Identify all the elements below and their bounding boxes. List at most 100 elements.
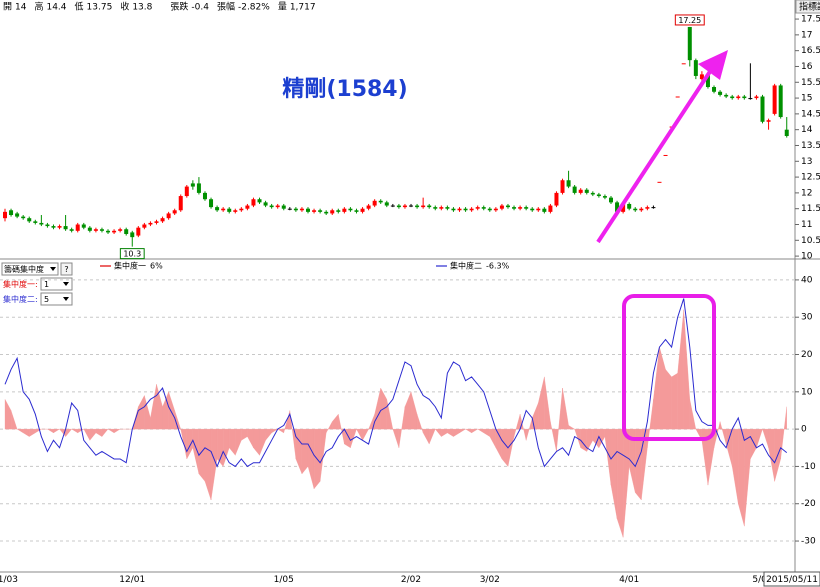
- candle-body: [227, 208, 232, 212]
- candle-body: [51, 226, 56, 228]
- area-segment: [422, 428, 430, 445]
- area-segment: [677, 309, 684, 430]
- area-segment: [10, 410, 18, 430]
- highlight-box: [622, 294, 716, 441]
- candle-body: [548, 205, 553, 212]
- area-segment: [471, 428, 479, 434]
- param-label: 集中度二:: [3, 294, 38, 304]
- indicator-select-label[interactable]: 籌碼集中度: [4, 264, 44, 274]
- help-label[interactable]: ?: [64, 265, 68, 274]
- param-value[interactable]: 5: [44, 295, 49, 304]
- param-value[interactable]: 1: [44, 280, 49, 289]
- candle-body: [178, 196, 183, 211]
- y-tick-label: 30: [801, 313, 813, 323]
- area-segment: [616, 428, 624, 538]
- candle-body: [257, 199, 262, 203]
- area-segment: [107, 428, 115, 434]
- candle-body: [730, 96, 735, 99]
- area-segment: [338, 414, 345, 445]
- date-box: [763, 571, 820, 587]
- area-segment: [301, 428, 309, 475]
- param-label: 集中度一:: [3, 279, 38, 289]
- area-segment: [392, 428, 400, 448]
- plot-layer: 1010.51111.51212.51313.51414.51515.51616…: [0, 14, 820, 585]
- param-select[interactable]: [40, 277, 73, 291]
- area-segment: [459, 428, 467, 434]
- area-segment: [501, 428, 509, 467]
- area-segment: [434, 428, 442, 438]
- candle-body: [366, 205, 371, 209]
- help-button[interactable]: [60, 262, 73, 276]
- candle-body: [336, 210, 341, 212]
- candle-body: [402, 205, 407, 208]
- area-segment: [83, 428, 90, 441]
- candle-body: [112, 230, 117, 233]
- area-segment: [186, 428, 194, 460]
- candle-body: [287, 208, 292, 210]
- candle-body: [518, 207, 523, 209]
- y-tick-label: 12: [801, 188, 812, 198]
- area-segment: [453, 428, 460, 437]
- header-label: 量: [278, 2, 287, 13]
- candle-body: [445, 207, 450, 209]
- candle-body: [675, 96, 680, 98]
- area-segment: [738, 428, 745, 527]
- indicator-button[interactable]: [795, 0, 820, 14]
- candle-body: [209, 199, 214, 208]
- area-segment: [95, 428, 103, 437]
- candle-body: [409, 205, 414, 207]
- area-segment: [362, 428, 369, 441]
- annotation-box: [119, 248, 145, 260]
- y-tick-label: 14.5: [801, 109, 820, 119]
- candle-body: [275, 205, 280, 208]
- header-value: 1,717: [290, 3, 316, 13]
- candle-body: [784, 129, 789, 137]
- header-value: 13.75: [87, 3, 113, 13]
- candle-body: [754, 96, 759, 99]
- area-segment: [568, 425, 576, 430]
- area-segment: [495, 428, 503, 460]
- chart-title: 精剛(1584): [282, 76, 407, 102]
- area-segment: [780, 406, 787, 459]
- candle-body: [554, 192, 559, 206]
- candle-body: [245, 205, 250, 209]
- candle-body: [602, 196, 607, 198]
- candle-body: [75, 224, 80, 231]
- area-segment: [235, 428, 242, 456]
- candle-body: [106, 230, 111, 233]
- area-segment: [192, 428, 200, 474]
- candle-body: [63, 226, 68, 230]
- candle-body: [657, 181, 662, 183]
- candle-body: [348, 208, 353, 211]
- area-segment: [332, 413, 339, 430]
- y-tick-label: -10: [801, 462, 816, 472]
- header-value: -2.82%: [238, 3, 270, 13]
- candle-body: [306, 208, 310, 212]
- candle-body: [124, 229, 129, 234]
- area-segment: [580, 428, 587, 452]
- area-segment: [429, 428, 436, 445]
- candle-body: [239, 208, 244, 211]
- area-segment: [150, 384, 157, 430]
- area-segment: [204, 428, 212, 501]
- candle-body: [221, 208, 226, 211]
- candle-body: [378, 200, 383, 203]
- area-segment: [229, 428, 236, 456]
- candle-body: [215, 207, 220, 211]
- candle-body: [766, 120, 771, 122]
- candle-body: [190, 183, 195, 187]
- indicator-button-label[interactable]: 指標說: [799, 1, 820, 13]
- candle-body: [415, 205, 420, 208]
- header-label: 收: [120, 1, 129, 13]
- candle-body: [566, 180, 571, 187]
- y-tick-label: 13: [801, 157, 812, 167]
- indicator-select[interactable]: [1, 262, 59, 276]
- candle-body: [530, 208, 535, 211]
- y-tick-label: 10.5: [801, 236, 820, 246]
- annotation-label: 10.3: [123, 250, 141, 259]
- dropdown-arrow: [50, 267, 56, 271]
- param-select[interactable]: [40, 292, 73, 306]
- candle-body: [615, 202, 620, 212]
- candle-body: [233, 210, 238, 212]
- area-segment: [550, 421, 557, 452]
